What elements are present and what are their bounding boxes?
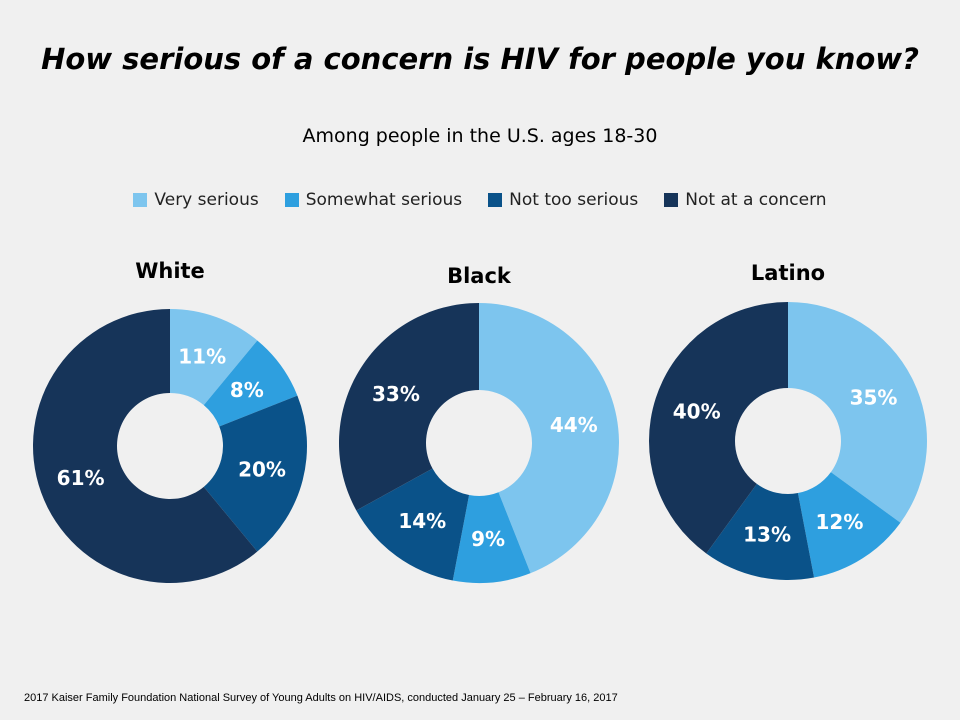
data-label: 33% xyxy=(372,382,420,406)
donut-slice xyxy=(452,492,531,583)
donut-slice xyxy=(203,340,298,427)
legend-item-somewhat-serious: Somewhat serious xyxy=(284,190,463,210)
donut-slice xyxy=(788,302,927,523)
legend-label: Not too serious xyxy=(509,190,639,210)
source-footnote: 2017 Kaiser Family Foundation National S… xyxy=(24,692,618,704)
donut-title-latino: Latino xyxy=(751,261,825,285)
legend-swatch xyxy=(488,193,503,207)
donut-slice xyxy=(797,472,901,578)
data-label: 8% xyxy=(230,378,264,402)
legend-label: Somewhat serious xyxy=(305,190,463,210)
donut-slice xyxy=(356,468,470,581)
data-label: 20% xyxy=(238,458,286,482)
data-label: 12% xyxy=(816,510,864,534)
data-label: 61% xyxy=(57,466,105,490)
donut-slice xyxy=(706,483,815,580)
donut-title-white: White xyxy=(135,259,205,283)
legend-item-not-too-serious: Not too serious xyxy=(488,190,638,210)
donut-slice xyxy=(203,395,307,552)
data-label: 35% xyxy=(850,385,898,409)
legend-swatch xyxy=(133,193,148,207)
legend-label: Very serious xyxy=(154,190,259,210)
chart-subtitle: Among people in the U.S. ages 18-30 xyxy=(302,125,658,147)
legend-item-very-serious: Very serious xyxy=(133,190,259,210)
data-label: 44% xyxy=(550,413,598,437)
data-label: 9% xyxy=(471,527,505,551)
donut-slice xyxy=(170,309,258,406)
data-label: 14% xyxy=(398,509,446,533)
data-label: 13% xyxy=(743,523,791,547)
donut-title-black: Black xyxy=(447,264,512,288)
legend: Very serious Somewhat serious Not too se… xyxy=(0,190,960,210)
donut-slice xyxy=(649,302,788,554)
donut-slice xyxy=(479,303,620,574)
data-label: 40% xyxy=(673,399,721,423)
legend-label: Not at a concern xyxy=(685,190,827,210)
chart-title: How serious of a concern is HIV for peop… xyxy=(41,42,919,76)
legend-swatch xyxy=(664,193,679,207)
legend-item-not-a-concern: Not at a concern xyxy=(664,190,827,210)
data-label: 11% xyxy=(178,345,226,369)
legend-swatch xyxy=(284,193,299,207)
donut-slice xyxy=(338,303,479,511)
donut-slice xyxy=(32,308,258,583)
